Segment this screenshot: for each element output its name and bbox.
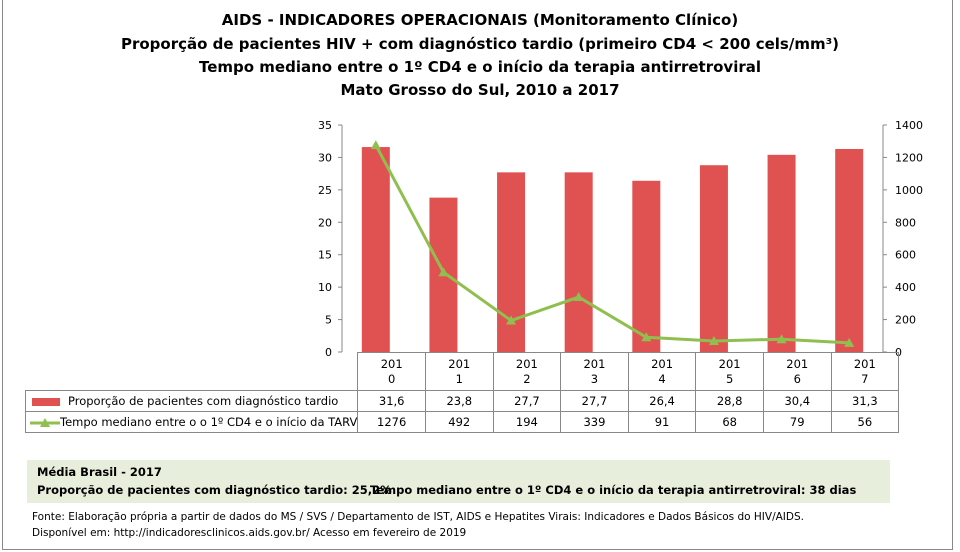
media-tempo: Tempo mediano entre o 1º CD4 e o início … bbox=[370, 483, 857, 497]
line-swatch bbox=[30, 417, 60, 427]
data-label: 194 bbox=[492, 411, 562, 433]
bar bbox=[632, 180, 661, 352]
left-tick-label: 35 bbox=[318, 119, 332, 132]
table-row: Proporção de pacientes com diagnóstico t… bbox=[24, 390, 900, 412]
source-line: Fonte: Elaboração própria a partir de da… bbox=[32, 511, 804, 523]
line-marker bbox=[370, 140, 381, 150]
line-marker bbox=[438, 267, 449, 277]
cat-a: 201 bbox=[786, 356, 809, 371]
data-label: 79 bbox=[762, 411, 832, 433]
data-table: 201 0 201 1 201 2 201 3 201 4 201 5 201 6 201 7 Proporçã… bbox=[24, 352, 900, 433]
chart-subtitle-2: Tempo mediano entre o 1º CD4 e o início … bbox=[198, 58, 762, 76]
category-label: 201 5 bbox=[695, 352, 764, 391]
cat-b: 1 bbox=[455, 371, 463, 386]
source-note: Fonte: Elaboração própria a partir de da… bbox=[32, 509, 804, 541]
data-label: 56 bbox=[830, 411, 900, 433]
cat-b: 6 bbox=[793, 371, 801, 386]
category-label: 201 7 bbox=[830, 352, 900, 391]
left-tick-label: 30 bbox=[318, 151, 332, 164]
left-tick-label: 20 bbox=[318, 216, 332, 229]
right-tick-label: 1400 bbox=[895, 119, 923, 132]
table-row: Tempo mediano entre o o 1º CD4 e o iníci… bbox=[24, 411, 900, 433]
media-brasil-box: Média Brasil - 2017 Proporção de pacient… bbox=[27, 460, 890, 503]
left-tick-label: 25 bbox=[318, 184, 332, 197]
cat-b: 4 bbox=[658, 371, 666, 386]
data-label: 26,4 bbox=[627, 390, 697, 412]
line-marker bbox=[776, 334, 787, 344]
category-label: 201 4 bbox=[627, 352, 697, 391]
data-label: 1276 bbox=[357, 411, 426, 433]
bar bbox=[835, 148, 864, 352]
data-label: 23,8 bbox=[424, 390, 494, 412]
category-label: 201 6 bbox=[762, 352, 832, 391]
line-marker bbox=[641, 332, 652, 342]
data-label: 492 bbox=[424, 411, 494, 433]
right-tick-label: 1000 bbox=[895, 184, 923, 197]
cat-a: 201 bbox=[515, 356, 538, 371]
bar bbox=[564, 172, 593, 352]
line-marker bbox=[506, 315, 517, 325]
legend-bar: Proporção de pacientes com diagnóstico t… bbox=[24, 390, 359, 412]
line-marker bbox=[844, 337, 855, 347]
bar-swatch bbox=[32, 397, 60, 406]
chart-subtitle-3: Mato Grosso do Sul, 2010 a 2017 bbox=[340, 81, 620, 99]
bar bbox=[497, 172, 526, 352]
data-label: 27,7 bbox=[560, 390, 629, 412]
left-tick-label: 0 bbox=[325, 346, 332, 359]
cat-a: 201 bbox=[583, 356, 606, 371]
category-label: 201 1 bbox=[424, 352, 494, 391]
source-url-line: Disponível em: http://indicadoresclinico… bbox=[32, 527, 467, 539]
left-tick-label: 15 bbox=[318, 249, 332, 262]
category-label: 201 2 bbox=[492, 352, 562, 391]
bar bbox=[767, 154, 796, 352]
category-label: 201 0 bbox=[357, 352, 426, 391]
blank-cell bbox=[26, 353, 358, 391]
header-row: 201 0 201 1 201 2 201 3 201 4 201 5 201 6 201 7 bbox=[26, 352, 900, 391]
right-tick-label: 800 bbox=[895, 216, 916, 229]
media-prop: Proporção de pacientes com diagnóstico t… bbox=[37, 483, 392, 497]
data-label: 27,7 bbox=[492, 390, 562, 412]
left-tick-label: 10 bbox=[318, 281, 332, 294]
cat-a: 201 bbox=[718, 356, 741, 371]
data-label: 30,4 bbox=[762, 390, 832, 412]
chart-subtitle-1: Proporção de pacientes HIV + com diagnós… bbox=[120, 35, 840, 53]
right-tick-label: 200 bbox=[895, 314, 916, 327]
cat-a: 201 bbox=[380, 356, 403, 371]
legend-line: Tempo mediano entre o o 1º CD4 e o iníci… bbox=[24, 411, 359, 433]
category-label: 201 3 bbox=[560, 352, 629, 391]
cat-b: 5 bbox=[725, 371, 734, 386]
right-tick-label: 400 bbox=[895, 281, 916, 294]
legend-line-label: Tempo mediano entre o o 1º CD4 e o iníci… bbox=[60, 415, 358, 429]
cat-b: 3 bbox=[590, 371, 599, 386]
series-line bbox=[374, 144, 850, 345]
bar bbox=[699, 165, 728, 352]
data-label: 68 bbox=[695, 411, 764, 433]
right-tick-label: 1200 bbox=[895, 151, 923, 164]
legend-bar-label: Proporção de pacientes com diagnóstico t… bbox=[68, 394, 339, 408]
data-label: 339 bbox=[560, 411, 629, 433]
media-heading: Média Brasil - 2017 bbox=[37, 465, 162, 479]
line-marker bbox=[573, 292, 584, 302]
cat-b: 0 bbox=[388, 371, 396, 386]
cat-b: 2 bbox=[523, 371, 531, 386]
line-marker bbox=[708, 335, 719, 345]
right-tick-label: 600 bbox=[895, 249, 916, 262]
data-label: 91 bbox=[627, 411, 697, 433]
bar bbox=[361, 147, 390, 352]
data-label: 31,3 bbox=[830, 390, 900, 412]
cat-b: 7 bbox=[861, 371, 869, 386]
data-label: 31,6 bbox=[357, 390, 426, 412]
cat-a: 201 bbox=[448, 356, 471, 371]
cat-a: 201 bbox=[651, 356, 674, 371]
chart-title: AIDS - INDICADORES OPERACIONAIS (Monitor… bbox=[221, 11, 739, 29]
cat-a: 201 bbox=[853, 356, 876, 371]
left-tick-label: 5 bbox=[325, 314, 332, 327]
data-label: 28,8 bbox=[695, 390, 764, 412]
